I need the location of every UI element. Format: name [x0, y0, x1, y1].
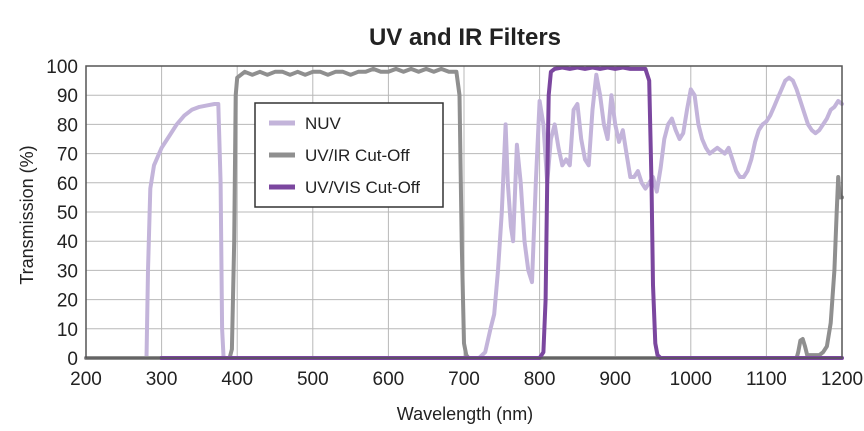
x-tick-label: 800 [524, 369, 556, 390]
x-tick-label: 400 [221, 369, 253, 390]
x-tick-label: 500 [297, 369, 329, 390]
legend-label: UV/VIS Cut-Off [305, 178, 420, 197]
plot-frame [85, 65, 843, 359]
x-tick-label: 1200 [821, 369, 863, 390]
legend: NUV UV/IR Cut-Off UV/VIS Cut-Off [254, 102, 444, 208]
x-tick-label: 900 [599, 369, 631, 390]
series-line-uv-ir-cut-off [84, 66, 844, 360]
y-tick-label: 70 [57, 145, 78, 166]
y-tick-label: 40 [57, 232, 78, 253]
y-tick-label: 20 [57, 291, 78, 312]
legend-label: NUV [305, 114, 342, 133]
y-tick-label: 10 [57, 320, 78, 341]
y-tick-label: 50 [57, 203, 78, 224]
series-line-uv-vis-cut-off [159, 65, 844, 360]
x-axis-ticks: 200 300 400 500 600 700 800 900 1000 1100 1200 [70, 369, 863, 390]
x-tick-label: 1100 [746, 369, 787, 390]
series-line-nuv [84, 72, 844, 360]
y-tick-label: 60 [57, 174, 78, 195]
series-lines [84, 65, 844, 360]
x-axis-label: Wavelength (nm) [397, 404, 533, 424]
y-tick-label: 80 [57, 115, 78, 136]
y-tick-label: 30 [57, 261, 78, 282]
y-tick-label: 0 [67, 349, 78, 370]
x-tick-label: 600 [373, 369, 405, 390]
y-tick-label: 100 [46, 57, 78, 78]
y-axis-ticks: 0 10 20 30 40 50 60 70 80 90 100 [46, 57, 78, 370]
y-axis-label: Transmission (%) [17, 145, 37, 284]
x-tick-label: 200 [70, 369, 102, 390]
x-tick-label: 700 [448, 369, 480, 390]
y-tick-label: 90 [57, 86, 78, 107]
x-tick-label: 300 [146, 369, 178, 390]
chart-title: UV and IR Filters [369, 24, 561, 51]
x-tick-label: 1000 [670, 369, 712, 390]
legend-label: UV/IR Cut-Off [305, 146, 410, 165]
